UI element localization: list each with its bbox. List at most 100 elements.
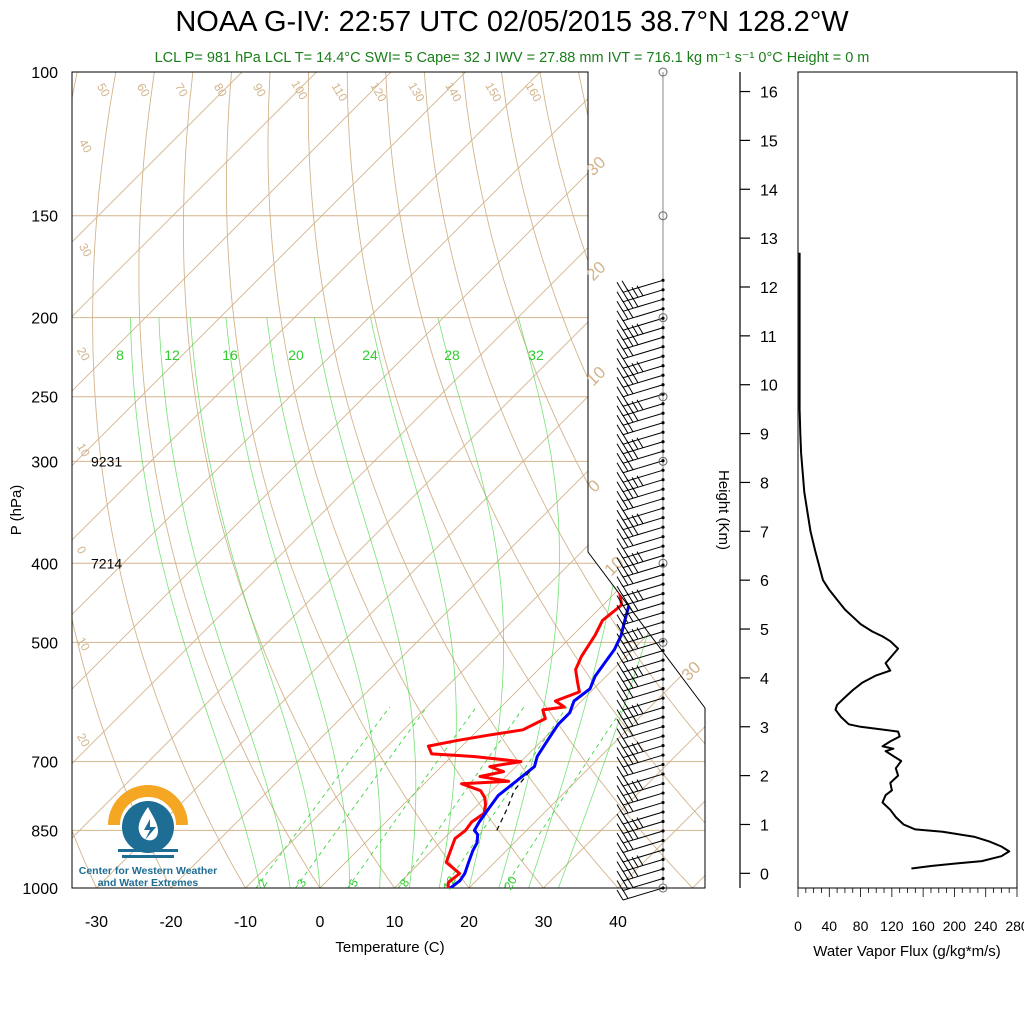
temperature-tick-label: 0 [316, 914, 325, 931]
wind-barb-feather [616, 680, 624, 692]
wind-barb-dot [661, 430, 665, 434]
flux-tick-label: 40 [821, 918, 837, 934]
pressure-axis-label: P (hPa) [8, 485, 25, 536]
dry-adiabat-line [385, 72, 705, 888]
flux-tick-label: 0 [794, 918, 802, 934]
wind-barb-shaft [622, 849, 664, 863]
wind-barb-dot [661, 705, 665, 710]
wind-barb-dot [661, 677, 665, 681]
wind-barb-dot [661, 649, 665, 653]
wind-barb-feather [616, 633, 624, 644]
wind-barb-feather [616, 775, 624, 787]
height-tick-label: 5 [760, 622, 769, 639]
wind-barb-feather [616, 452, 624, 464]
moist-adiabat-line [437, 317, 504, 888]
wind-barb [616, 475, 665, 493]
wind-barb [616, 307, 665, 322]
moist-adiabat-line [370, 317, 457, 888]
wind-barb-shaft [622, 488, 664, 502]
dry-adiabat-label: 20 [74, 731, 93, 750]
wind-barb [616, 524, 665, 540]
wind-barb-shaft [622, 412, 664, 426]
isotherm-line [72, 72, 243, 888]
wind-barb-shaft [622, 612, 664, 626]
temperature-tick-label: -20 [159, 914, 182, 931]
wind-barb [616, 497, 665, 512]
wind-barb-feather [616, 880, 624, 891]
wind-barb-dot [661, 421, 665, 425]
wind-barb-feather [616, 785, 624, 796]
wind-barb [616, 468, 665, 483]
height-tick-label: 11 [760, 329, 777, 346]
calm-wind-marker [658, 67, 668, 77]
wind-barb-dot [661, 297, 665, 301]
wind-barb-dot [661, 335, 665, 339]
skew-grid [72, 72, 1024, 905]
dry-adiabat-label: 0 [74, 544, 90, 557]
flux-frame [797, 71, 1018, 889]
wind-barb-shaft [622, 678, 664, 692]
moist-adiabat-line [528, 317, 627, 888]
wind-barb-feather [616, 813, 624, 825]
wind-barb-dot [661, 601, 665, 605]
wind-barb-shaft [622, 840, 664, 854]
mixing-ratio-line [347, 706, 477, 888]
wind-barb-dot [661, 715, 665, 719]
dry-adiabat-line [810, 72, 1024, 905]
wind-barb-feather [616, 386, 624, 398]
wind-barb-dot [661, 582, 665, 586]
series-parcel--dashed--line [496, 771, 530, 831]
isotherm-line [543, 72, 705, 888]
isotherm-line [72, 72, 317, 888]
wind-barb-shaft [622, 545, 664, 559]
wind-barb-feather [616, 614, 624, 625]
isotherm-line [72, 72, 690, 888]
wind-barb-feather [616, 842, 624, 853]
dry-adiabat-line [182, 72, 408, 888]
wind-barb [616, 486, 665, 502]
wind-barb-dot [661, 487, 665, 491]
wind-barb-shaft [622, 726, 664, 740]
wind-barb-dot [661, 696, 665, 700]
dry-adiabat-label: 60 [134, 81, 153, 100]
wind-barb-shaft [622, 621, 664, 635]
wind-barb-dot [661, 383, 665, 387]
calm-wind-marker [658, 392, 668, 402]
wind-barb-dot [661, 449, 665, 453]
wind-barb-shaft [622, 811, 664, 825]
wind-barb [616, 817, 665, 835]
dry-adiabat-line [578, 72, 705, 888]
height-annotation: 7214 [91, 555, 122, 571]
isotherm-line [394, 72, 705, 888]
cw3e-logo-icon [108, 785, 188, 858]
wind-barb-dot [661, 620, 665, 624]
dry-adiabat-line [655, 72, 705, 888]
wind-barb-feather [616, 528, 624, 540]
wind-barb-dot [661, 611, 665, 615]
sounding-lines [426, 263, 705, 888]
moist-adiabat-line [130, 317, 261, 888]
wind-barb-dot [661, 563, 665, 567]
wind-barb-shaft [622, 374, 664, 388]
wind-barb-feather [616, 414, 624, 426]
flux-tick-label: 280 [1005, 918, 1024, 934]
wind-barb-shaft [622, 469, 664, 483]
calm-wind-marker [658, 313, 668, 323]
wind-barb-shaft [622, 716, 664, 730]
wind-barb [616, 506, 665, 521]
wind-barb-shaft [622, 498, 664, 512]
wind-barb [616, 724, 665, 740]
dry-adiabat-line [346, 72, 705, 888]
wind-barb-feather [616, 320, 624, 331]
temperature-tick-label: -30 [85, 914, 108, 931]
wind-barb-feather [616, 329, 624, 341]
wind-barb [616, 810, 665, 825]
wind-barb [616, 437, 665, 455]
wind-barb [616, 665, 665, 683]
flux-tick-label: 160 [911, 918, 935, 934]
wind-barb-dot [661, 544, 665, 548]
isotherm-label: 10 [583, 363, 610, 390]
wind-barb-dot [661, 867, 665, 871]
logo-line-2: and Water Extremes [97, 877, 199, 889]
height-tick-label: 9 [760, 427, 769, 444]
